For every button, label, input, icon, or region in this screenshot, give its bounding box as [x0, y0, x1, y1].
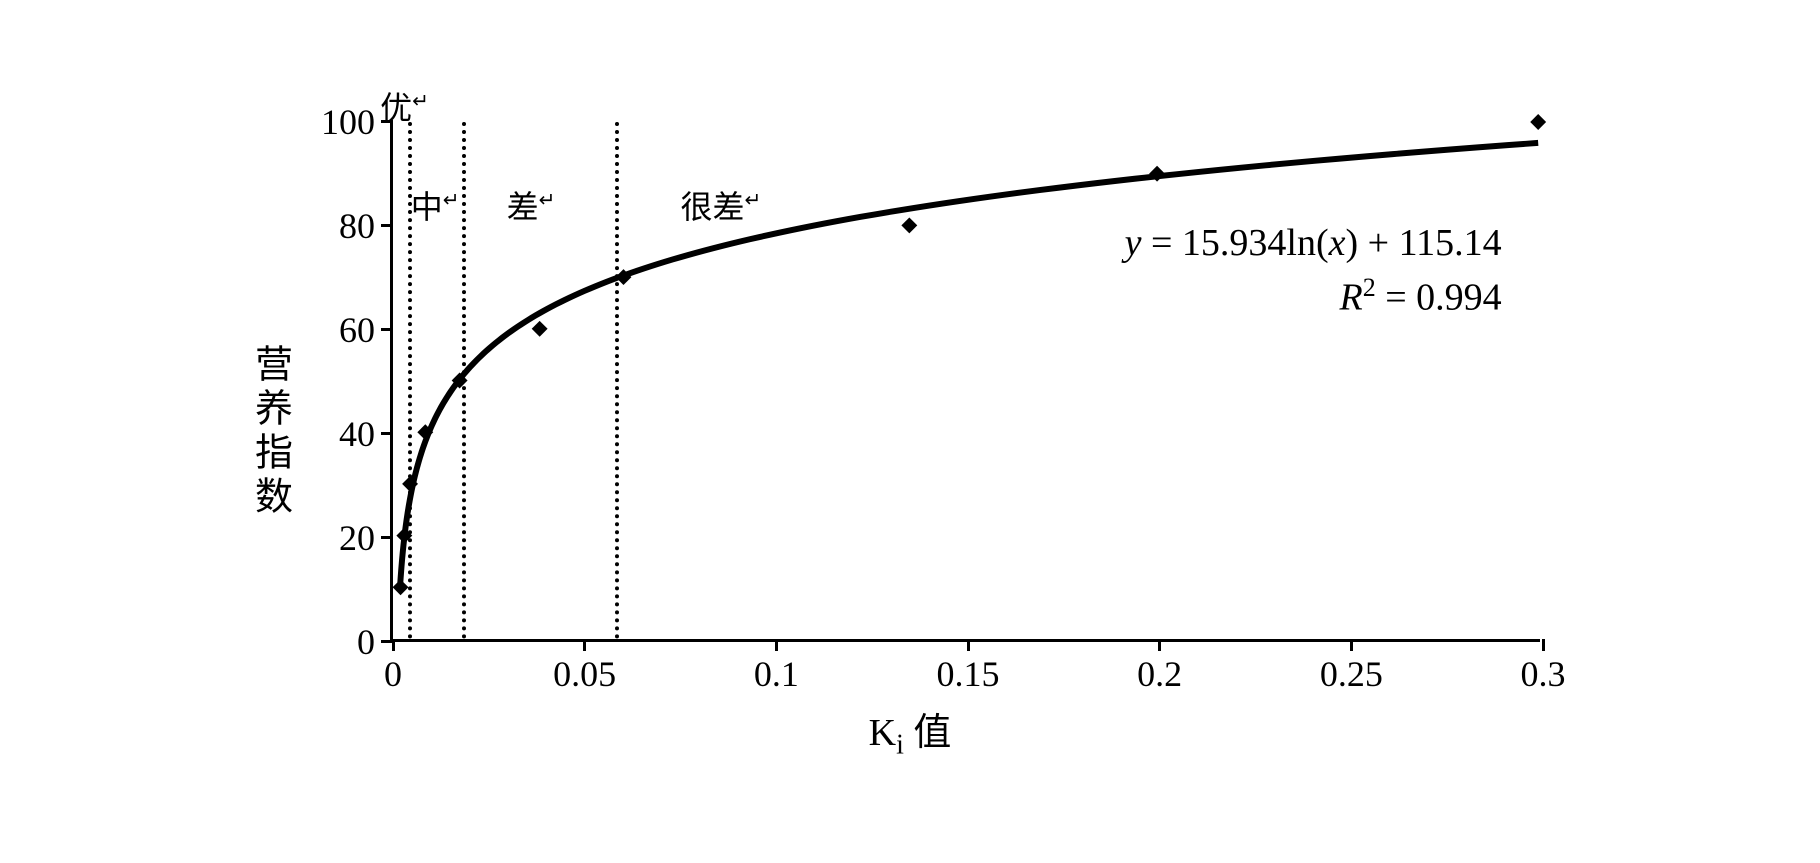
y-tick-label: 20	[339, 517, 375, 559]
region-label: 优↵	[380, 83, 429, 129]
y-tick-label: 40	[339, 413, 375, 455]
x-tick-label: 0	[384, 653, 402, 695]
data-point-marker	[1530, 114, 1546, 130]
threshold-line	[615, 122, 619, 639]
x-tick-label: 0.25	[1320, 653, 1383, 695]
x-axis-label-suffix: 值	[904, 712, 952, 754]
y-tick	[381, 328, 393, 331]
equation-line-2: R2 = 0.994	[1340, 273, 1502, 320]
x-tick-label: 0.2	[1137, 653, 1182, 695]
fit-curve	[400, 142, 1538, 590]
region-label: 中↵	[411, 182, 460, 228]
y-tick-label: 60	[339, 309, 375, 351]
chart-svg	[393, 122, 1540, 639]
x-tick	[392, 639, 395, 651]
y-tick	[381, 224, 393, 227]
x-tick-label: 0.05	[553, 653, 616, 695]
data-point-marker	[901, 217, 917, 233]
threshold-line	[462, 122, 466, 639]
y-tick-label: 0	[357, 621, 375, 663]
y-axis-label: 营养指数	[243, 344, 298, 520]
data-point-marker	[393, 579, 409, 595]
x-tick	[775, 639, 778, 651]
chart-container: 营养指数 0 20 40 60 80 100 0 0.05 0.1 0.15 0.2 0.25 0.3 优…	[210, 82, 1610, 782]
region-label: 很差↵	[681, 182, 762, 228]
data-point-marker	[532, 320, 548, 336]
plot-area: 02040608010000.050.10.150.20.250.3优↵中↵差↵…	[390, 122, 1540, 642]
region-label: 差↵	[507, 182, 556, 228]
x-tick	[1350, 639, 1353, 651]
y-tick	[381, 432, 393, 435]
x-tick	[583, 639, 586, 651]
y-tick-label: 80	[339, 205, 375, 247]
x-tick-label: 0.15	[937, 653, 1000, 695]
equation-line-1: y = 15.934ln(x) + 115.14	[1125, 221, 1502, 265]
x-tick-label: 0.3	[1521, 653, 1566, 695]
x-tick	[1158, 639, 1161, 651]
x-tick	[967, 639, 970, 651]
y-tick	[381, 536, 393, 539]
x-axis-label-prefix: K	[869, 712, 896, 754]
x-tick	[1542, 639, 1545, 651]
y-tick-label: 100	[321, 101, 375, 143]
x-axis-label: Ki 值	[869, 701, 952, 762]
x-tick-label: 0.1	[754, 653, 799, 695]
